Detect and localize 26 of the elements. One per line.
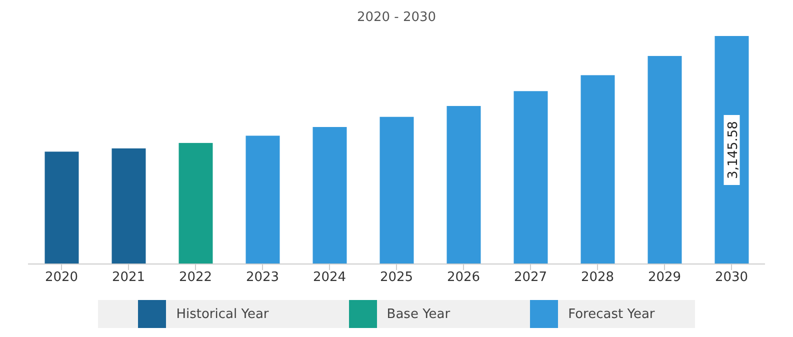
bar: [446, 106, 481, 264]
legend-label: Base Year: [386, 306, 450, 322]
x-tick-label: 2025: [380, 270, 414, 286]
x-tick-label: 2021: [112, 270, 146, 286]
bar: [112, 148, 146, 264]
bar: [44, 152, 79, 264]
x-tick-label: 2029: [648, 270, 682, 286]
x-tick-label: 2020: [44, 270, 78, 286]
x-tick-label: 2028: [580, 270, 614, 286]
data-label: 3,145.58: [726, 121, 741, 179]
x-tick-label: 2026: [446, 270, 480, 286]
x-tick-label: 2024: [312, 270, 346, 286]
x-tick-label: 2022: [178, 270, 212, 286]
x-tick-label: 2030: [714, 270, 748, 286]
legend-label: Historical Year: [176, 306, 269, 322]
bar: [648, 56, 682, 264]
bar: [246, 136, 280, 264]
bar: [312, 127, 347, 264]
legend-label: Forecast Year: [568, 306, 655, 322]
bar: [514, 91, 548, 264]
bar: [178, 142, 213, 264]
x-tick-label: 2023: [246, 270, 280, 286]
bar: [580, 75, 615, 264]
chart-title: 2020 - 2030: [356, 9, 438, 27]
bar: [380, 116, 414, 264]
x-tick-label: 2027: [514, 270, 548, 286]
